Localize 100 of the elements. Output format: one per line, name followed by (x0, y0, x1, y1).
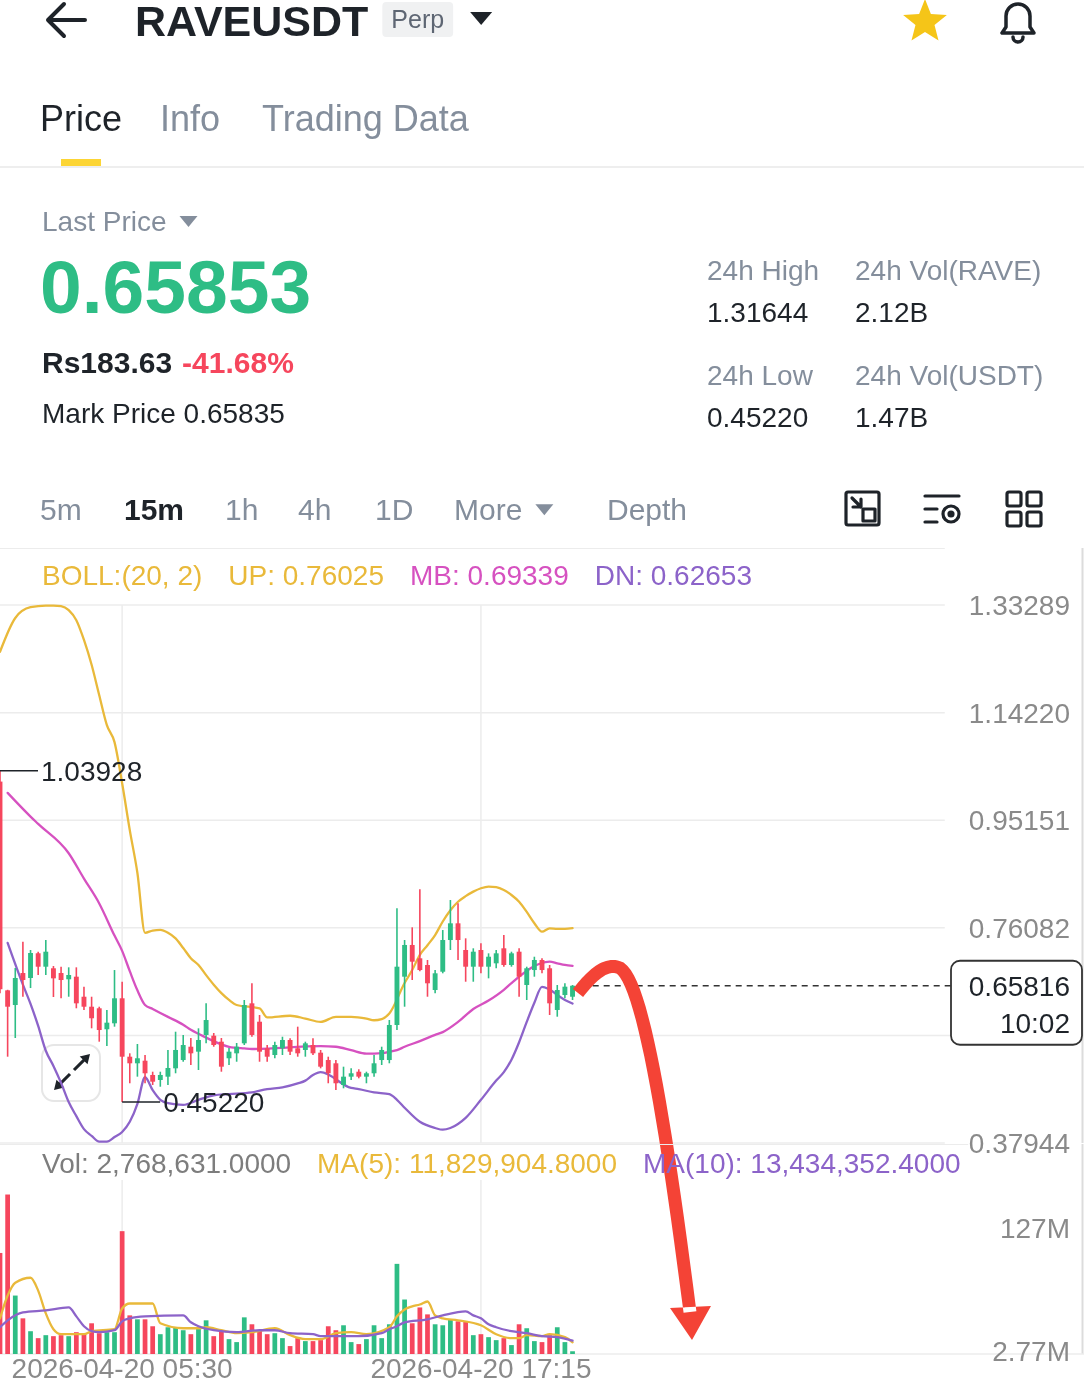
candlestick (463, 937, 469, 983)
text: MA(5): 11,829,904.8000 (317, 1148, 618, 1179)
candlestick (333, 1059, 339, 1091)
bar (318, 1340, 323, 1354)
bar (135, 1319, 140, 1354)
x-tick-label: 2026-04-20 17:15 (370, 1353, 592, 1381)
series-label: Vol: 2,768,631.0000 (42, 1148, 292, 1179)
bar (211, 1336, 217, 1354)
bar (96, 1333, 102, 1354)
candlestick (493, 949, 499, 970)
bar (12, 1295, 18, 1354)
candlestick (66, 966, 72, 998)
candlestick (379, 1045, 385, 1066)
bar (173, 1327, 178, 1354)
bar (425, 1314, 430, 1354)
text: MB: 0.69339 (409, 560, 569, 591)
text: RAVEUSDT (135, 0, 369, 45)
candlestick (409, 926, 415, 981)
candlestick (196, 1027, 201, 1071)
bar (219, 1330, 224, 1354)
bar (379, 1338, 385, 1354)
bar (448, 1319, 453, 1354)
candlestick (180, 1034, 186, 1063)
bar (28, 1331, 33, 1354)
candlestick (234, 1042, 240, 1063)
bar (35, 1338, 41, 1354)
candlestick (188, 1037, 194, 1066)
text: Trading Data (262, 98, 470, 139)
bar (127, 1315, 133, 1354)
bar (280, 1338, 285, 1354)
annotation: 0.45220 (163, 1086, 265, 1118)
text: 1h (225, 493, 259, 526)
bar (272, 1333, 278, 1354)
bar (486, 1337, 491, 1354)
y-tick-label: 0.37944 (968, 1128, 1070, 1159)
text: Perp (391, 5, 445, 33)
bar (180, 1330, 186, 1354)
candlestick (50, 965, 56, 998)
candlestick (280, 1035, 285, 1056)
text: 0.45220 (707, 402, 809, 433)
candlestick (524, 965, 530, 1001)
bar (188, 1334, 194, 1354)
bar (501, 1338, 507, 1354)
text: Price (40, 98, 123, 139)
candlestick (501, 934, 507, 968)
y-tick-label: 0.76082 (968, 912, 1070, 944)
candlestick (96, 1005, 102, 1043)
text: 5m (40, 493, 82, 526)
text: Mark Price 0.65835 (42, 398, 285, 429)
candlestick (432, 969, 438, 995)
text: 4h (298, 493, 332, 526)
candlestick (341, 1065, 346, 1090)
bar (257, 1330, 262, 1354)
candlestick (318, 1049, 324, 1070)
candlestick (173, 1030, 179, 1075)
line-series (6, 941, 574, 1143)
bar (348, 1342, 354, 1354)
candlestick (425, 959, 430, 998)
text: 24h High (707, 255, 820, 286)
bar (402, 1299, 407, 1354)
candlestick (470, 947, 476, 983)
line-series (0, 604, 574, 1024)
y-tick-label: 2.77M (992, 1336, 1070, 1368)
candlestick (20, 940, 26, 998)
text: More (454, 493, 523, 526)
text: -41.68% (182, 346, 294, 379)
bar (264, 1334, 270, 1354)
line-series (6, 791, 574, 1055)
y-tick-label: 1.33289 (968, 590, 1070, 622)
bar (157, 1334, 163, 1354)
bar (112, 1332, 117, 1354)
text: Rs183.63 (42, 346, 173, 379)
bar (470, 1335, 476, 1354)
bar (409, 1323, 415, 1354)
text: DN: 0.62653 (594, 560, 752, 591)
line-series (0, 1306, 574, 1342)
text: 24h Vol(USDT) (855, 360, 1044, 391)
bar (570, 1351, 575, 1354)
text: 15m (124, 493, 185, 526)
text: Last Price (42, 206, 167, 237)
candlestick (486, 952, 492, 980)
candlestick (325, 1055, 331, 1085)
bar (532, 1341, 537, 1354)
candlestick (43, 939, 49, 976)
bar (295, 1338, 301, 1354)
bar (196, 1327, 201, 1354)
bar (302, 1341, 308, 1354)
text: 24h Vol(RAVE) (855, 255, 1042, 286)
text: Info (160, 98, 221, 139)
candlestick (35, 950, 41, 976)
bar (364, 1339, 369, 1354)
text: 1D (375, 493, 414, 526)
bar (356, 1344, 362, 1354)
y-tick-label: 0.95151 (968, 805, 1070, 837)
text: 1.31644 (707, 297, 809, 328)
bar (150, 1326, 156, 1354)
text: Depth (607, 493, 688, 526)
annotation: 10:02 (999, 1007, 1070, 1039)
x-tick-label: 2026-04-20 05:30 (11, 1353, 233, 1381)
bar (463, 1321, 469, 1354)
